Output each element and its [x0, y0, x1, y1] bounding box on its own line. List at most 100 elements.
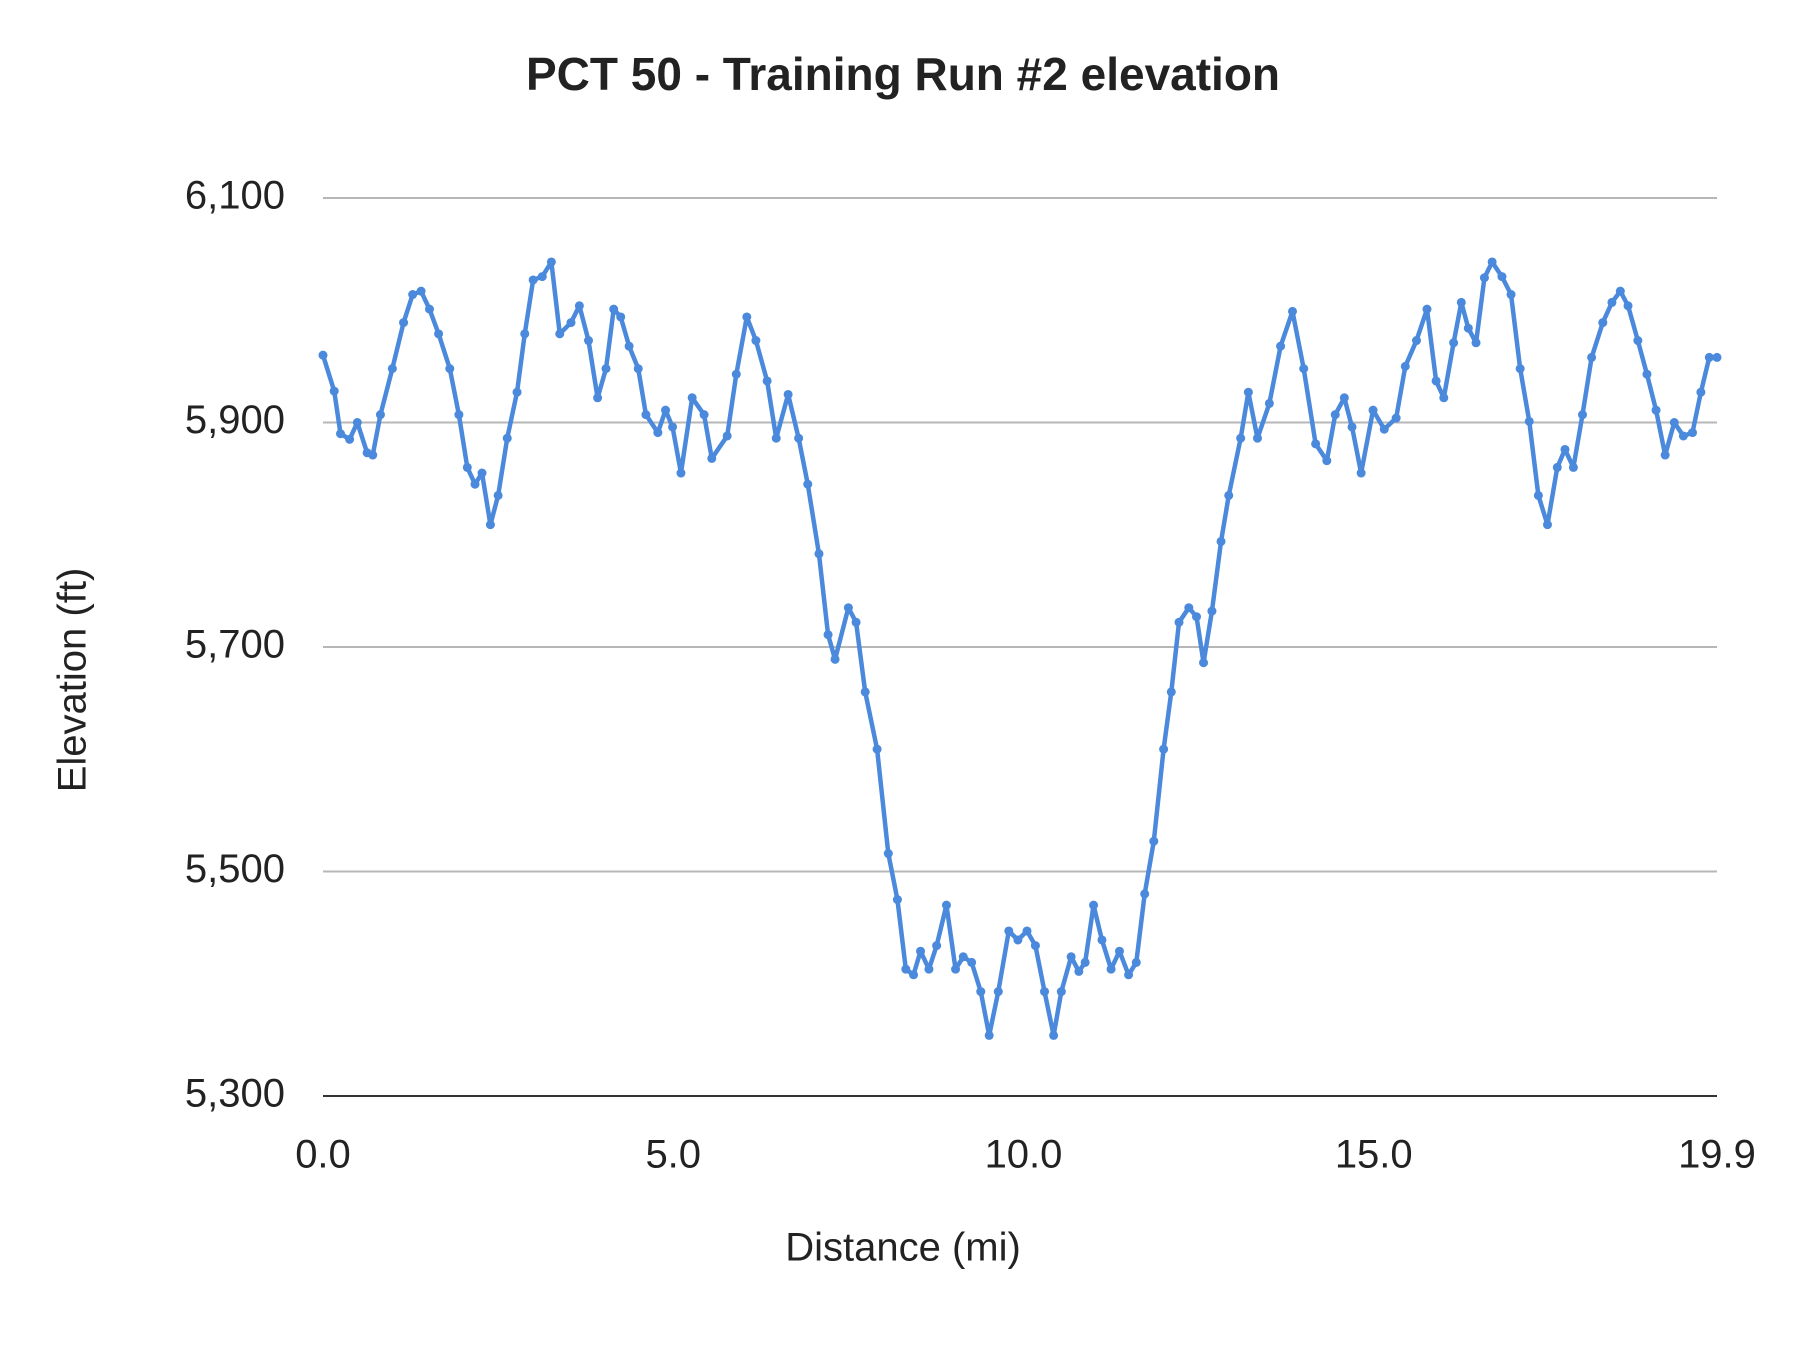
data-point — [574, 301, 584, 311]
data-point — [1463, 323, 1473, 333]
data-point — [387, 364, 397, 374]
data-point — [1022, 926, 1032, 936]
data-point — [1066, 952, 1076, 962]
data-point — [1497, 272, 1507, 282]
y-tick-label: 5,700 — [185, 623, 285, 667]
data-point — [1216, 536, 1226, 546]
data-point — [1184, 603, 1194, 613]
data-point — [924, 964, 934, 974]
data-point — [1587, 352, 1597, 362]
data-point — [751, 336, 761, 346]
data-point — [783, 389, 793, 399]
data-point — [1004, 926, 1014, 936]
data-point — [641, 410, 651, 420]
data-point — [493, 490, 503, 500]
data-point — [1456, 297, 1466, 307]
data-point — [1114, 946, 1124, 956]
data-point — [1124, 970, 1134, 980]
x-tick-label: 19.9 — [1678, 1133, 1756, 1177]
data-point — [352, 418, 362, 427]
data-point — [668, 422, 678, 432]
data-point — [1264, 398, 1274, 408]
data-point — [1623, 301, 1633, 311]
data-point — [434, 329, 444, 339]
data-point — [502, 433, 512, 443]
data-point — [624, 341, 634, 351]
data-point — [1276, 341, 1286, 351]
data-point — [520, 329, 530, 339]
data-point — [1013, 935, 1023, 945]
data-point — [1471, 338, 1481, 348]
data-point — [830, 654, 840, 664]
data-point — [901, 964, 911, 974]
data-point — [883, 849, 893, 859]
data-point — [1149, 836, 1159, 846]
data-point — [1487, 257, 1497, 267]
data-point — [318, 350, 328, 360]
data-point — [731, 369, 741, 379]
data-point — [375, 410, 385, 420]
data-point — [537, 272, 547, 282]
data-point — [1224, 490, 1234, 500]
data-point — [851, 617, 861, 627]
data-point — [941, 900, 951, 910]
data-point — [555, 329, 565, 339]
data-point — [1097, 935, 1107, 945]
data-point — [1056, 987, 1066, 997]
data-point — [633, 364, 643, 374]
data-point — [1439, 393, 1449, 403]
data-point — [368, 450, 378, 460]
data-point — [416, 286, 426, 296]
data-point — [958, 952, 968, 962]
x-tick-label: 15.0 — [1335, 1133, 1413, 1177]
data-point — [916, 946, 926, 956]
y-tick-label: 6,100 — [185, 174, 285, 218]
data-point — [1578, 410, 1588, 420]
data-point — [653, 428, 663, 438]
data-point — [1479, 273, 1489, 283]
data-point — [1524, 416, 1534, 426]
data-point — [1106, 964, 1116, 974]
data-point — [485, 520, 495, 530]
data-point — [1615, 286, 1625, 296]
data-point — [794, 433, 804, 443]
data-point — [1030, 941, 1040, 951]
data-point — [687, 393, 697, 403]
x-tick-label: 10.0 — [985, 1133, 1063, 1177]
data-point — [1080, 957, 1090, 967]
data-point — [1704, 352, 1714, 362]
data-point — [329, 386, 339, 396]
data-point — [1287, 306, 1297, 316]
data-point — [967, 957, 977, 967]
data-point — [1166, 687, 1176, 697]
data-point — [1506, 290, 1516, 300]
y-tick-label: 5,300 — [185, 1072, 285, 1116]
data-point — [976, 987, 986, 997]
data-point — [1568, 462, 1578, 472]
data-point — [1356, 468, 1366, 478]
data-point — [1192, 612, 1202, 622]
data-point — [1431, 376, 1441, 386]
data-point — [1533, 490, 1543, 500]
data-point — [1322, 456, 1332, 466]
data-point — [1174, 617, 1184, 627]
data-point — [892, 895, 902, 905]
data-point — [1089, 900, 1099, 910]
data-point — [1330, 410, 1340, 420]
data-point — [566, 318, 576, 328]
data-point — [454, 410, 464, 420]
data-point — [616, 312, 626, 322]
data-point — [1299, 364, 1309, 374]
data-point — [1642, 369, 1652, 379]
data-point — [722, 431, 732, 441]
data-point — [1236, 433, 1246, 443]
data-point — [1678, 431, 1688, 441]
data-point — [477, 468, 487, 478]
data-point — [1560, 444, 1570, 454]
data-point — [1347, 422, 1357, 432]
data-point — [445, 364, 455, 374]
data-point — [1449, 338, 1459, 348]
data-point — [1074, 966, 1084, 976]
elevation-line — [320, 259, 1717, 1038]
